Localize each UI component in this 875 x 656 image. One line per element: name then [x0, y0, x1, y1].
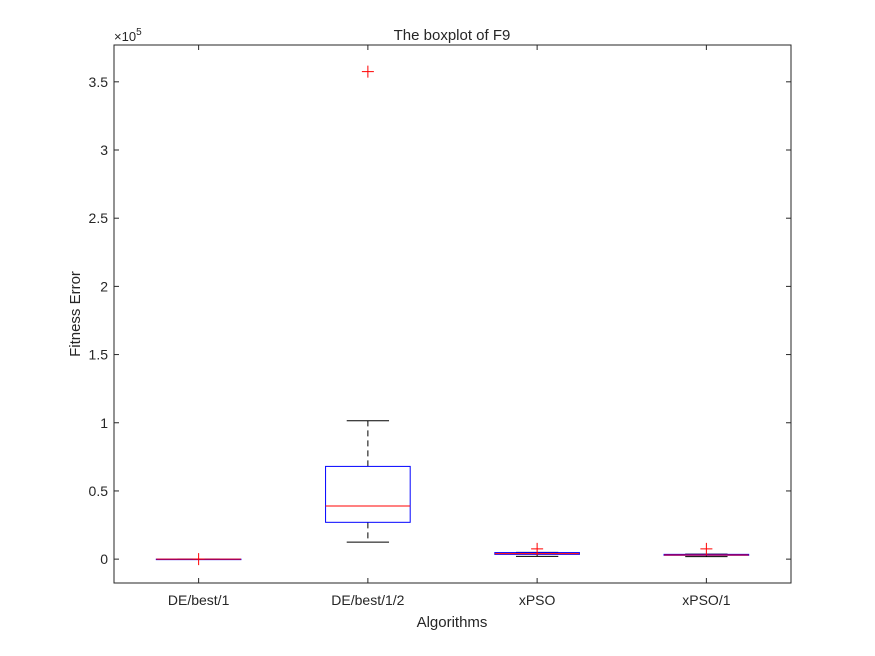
y-tick-label: 1.5: [89, 347, 109, 363]
box-group: [155, 553, 242, 566]
x-tick-label: xPSO/1: [682, 592, 730, 608]
y-tick-label: 0: [100, 551, 108, 567]
y-tick-label: 0.5: [89, 483, 109, 499]
plot-area: [114, 45, 791, 583]
y-tick-label: 2: [100, 278, 108, 294]
x-tick-label: DE/best/1: [168, 592, 230, 608]
chart-title: The boxplot of F9: [394, 27, 511, 44]
outlier-marker: [192, 553, 205, 566]
outlier-marker: [700, 542, 713, 555]
y-axis-label: Fitness Error: [67, 271, 84, 357]
box-group: [663, 542, 750, 558]
y-exponent-label: ×105: [114, 27, 142, 44]
x-axis-label: Algorithms: [417, 614, 488, 631]
y-tick-label: 1: [100, 415, 108, 431]
axis-ticks: 0 0.5 1 1.5 2 2.5 3 3.5 DE/best/1 DE/best/1/2 xPSO…: [89, 45, 791, 608]
box-group: [325, 65, 411, 543]
boxes-layer: [155, 65, 750, 566]
x-tick-label: DE/best/1/2: [331, 592, 404, 608]
box-iqr: [325, 465, 411, 523]
outlier-marker: [531, 542, 544, 555]
outlier-marker: [361, 65, 374, 78]
axes-frame: [113, 44, 792, 584]
box-group: [494, 542, 580, 557]
x-tick-label: xPSO: [519, 592, 556, 608]
y-tick-label: 2.5: [89, 210, 109, 226]
y-tick-label: 3: [100, 142, 108, 158]
y-tick-label: 3.5: [89, 74, 109, 90]
